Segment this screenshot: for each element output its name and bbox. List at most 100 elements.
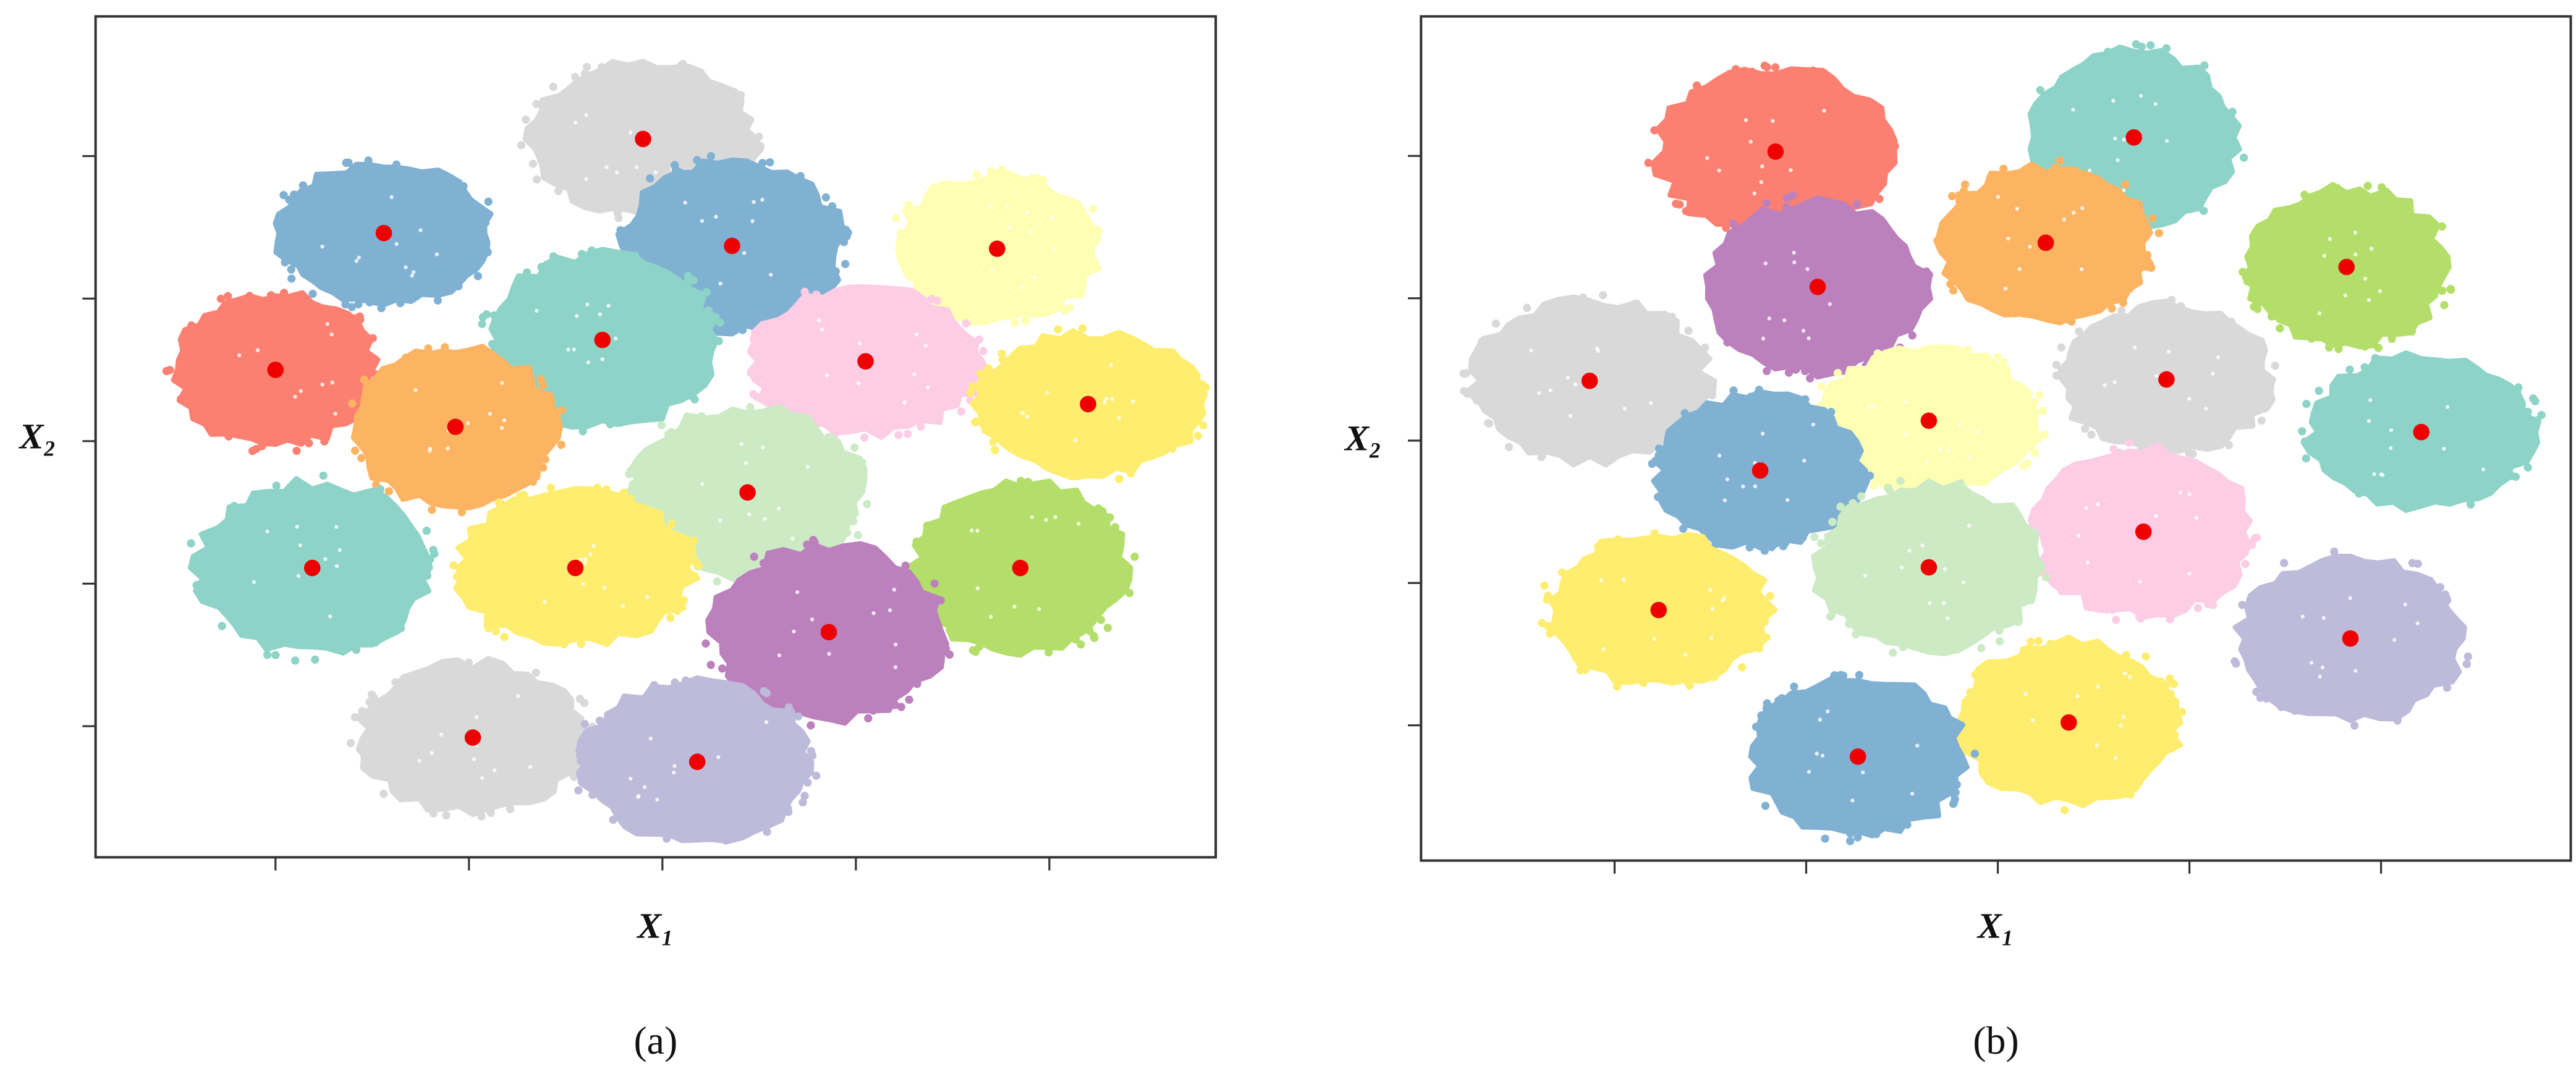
cluster-point [904, 429, 912, 438]
cluster-point [892, 214, 900, 222]
cluster-point [972, 170, 981, 179]
cluster-point [1168, 444, 1177, 453]
cluster-point [299, 181, 307, 190]
cluster-gap [2113, 756, 2118, 760]
cluster-point [1648, 459, 1656, 468]
cluster-point [2119, 298, 2128, 307]
cluster-point [1028, 173, 1037, 182]
cluster-point [365, 698, 374, 706]
cluster-point [645, 174, 655, 183]
cluster-point [1885, 486, 1894, 495]
cluster-point [187, 539, 195, 548]
cluster-point [923, 521, 931, 530]
cluster-gap [581, 582, 585, 586]
cluster-point [2007, 617, 2017, 625]
cluster-point [756, 142, 765, 150]
cluster-point [1710, 672, 1719, 682]
cluster-gap [1961, 580, 1965, 585]
cluster-point [1016, 476, 1025, 485]
cluster-point [946, 626, 954, 635]
cluster-gap [1822, 109, 1826, 113]
cluster-point [716, 318, 724, 327]
cluster-point [800, 792, 809, 800]
cluster-point [1993, 352, 2002, 362]
cluster-point [984, 364, 993, 373]
cluster-point [1679, 524, 1688, 533]
cluster-gap [1104, 396, 1109, 401]
cluster-point [1106, 513, 1114, 522]
cluster-gap [1743, 118, 1748, 122]
cluster-gap [2062, 217, 2066, 222]
cluster-point [1863, 472, 1873, 480]
cluster-gap [1811, 422, 1816, 427]
cluster-point [2075, 327, 2083, 336]
cluster-point [478, 319, 486, 328]
cluster-point [527, 472, 536, 480]
cluster-gap [413, 387, 418, 392]
cluster-point [1810, 533, 1819, 541]
cluster-point [1010, 318, 1019, 328]
cluster-point [1782, 203, 1791, 211]
cluster-point [2014, 617, 2022, 627]
cluster-point [604, 62, 612, 72]
cluster-point [1899, 643, 1907, 651]
cluster-gap [914, 332, 919, 337]
cluster-gap [325, 321, 330, 326]
cluster-point [1867, 195, 1876, 203]
cluster-gap [2133, 345, 2137, 350]
cluster-gap [820, 328, 824, 332]
cluster-gap [434, 252, 439, 256]
cluster-point [2436, 583, 2444, 591]
cluster-point [486, 808, 495, 817]
cluster-gap [2317, 311, 2322, 316]
cluster-point [2302, 399, 2311, 408]
cluster-point [1672, 200, 1680, 208]
cluster-gap [1130, 399, 1135, 404]
cluster-point [2334, 345, 2343, 353]
cluster-point [376, 485, 385, 494]
cluster-point [426, 555, 434, 564]
cluster-point [341, 300, 350, 309]
centroid [739, 484, 756, 501]
cluster-point [350, 446, 360, 455]
cluster-point [957, 407, 965, 416]
cluster-gap [671, 770, 676, 775]
cluster-point [1952, 780, 1961, 789]
cluster-point [457, 508, 466, 517]
cluster-point [577, 756, 585, 765]
cluster-point [2035, 391, 2044, 399]
centroid [464, 729, 481, 746]
cluster-point [1887, 133, 1896, 142]
cluster-gap [970, 528, 974, 533]
cluster-point [384, 487, 393, 496]
cluster-point [758, 159, 767, 167]
cluster-gap [2415, 621, 2420, 625]
cluster-point [1999, 164, 2008, 173]
cluster-point [1017, 647, 1025, 656]
centroid [303, 559, 321, 577]
cluster-point [1799, 533, 1807, 542]
cluster-point [2533, 416, 2542, 425]
cluster-point [1593, 542, 1603, 551]
cluster-gap [1925, 459, 1930, 463]
cluster-point [1021, 316, 1030, 325]
cluster-gap [2119, 723, 2123, 727]
cluster-point [1886, 154, 1895, 163]
cluster-point [2126, 790, 2135, 799]
cluster-point [1827, 407, 1836, 417]
cluster-point [2324, 343, 2334, 352]
cluster-gap [718, 281, 722, 286]
cluster-point [968, 646, 977, 654]
cluster-gap [629, 130, 633, 135]
cluster-point [976, 369, 985, 378]
cluster-gap [718, 518, 722, 523]
cluster-point [858, 458, 866, 467]
cluster-point [2252, 687, 2261, 696]
centroid [1012, 559, 1029, 577]
cluster-gap [2378, 289, 2383, 294]
cluster-gap [1792, 250, 1796, 255]
cluster-point [1111, 523, 1120, 531]
cluster-gap [2368, 398, 2373, 402]
cluster-gap [588, 552, 593, 556]
cluster-gap [1109, 363, 1113, 368]
